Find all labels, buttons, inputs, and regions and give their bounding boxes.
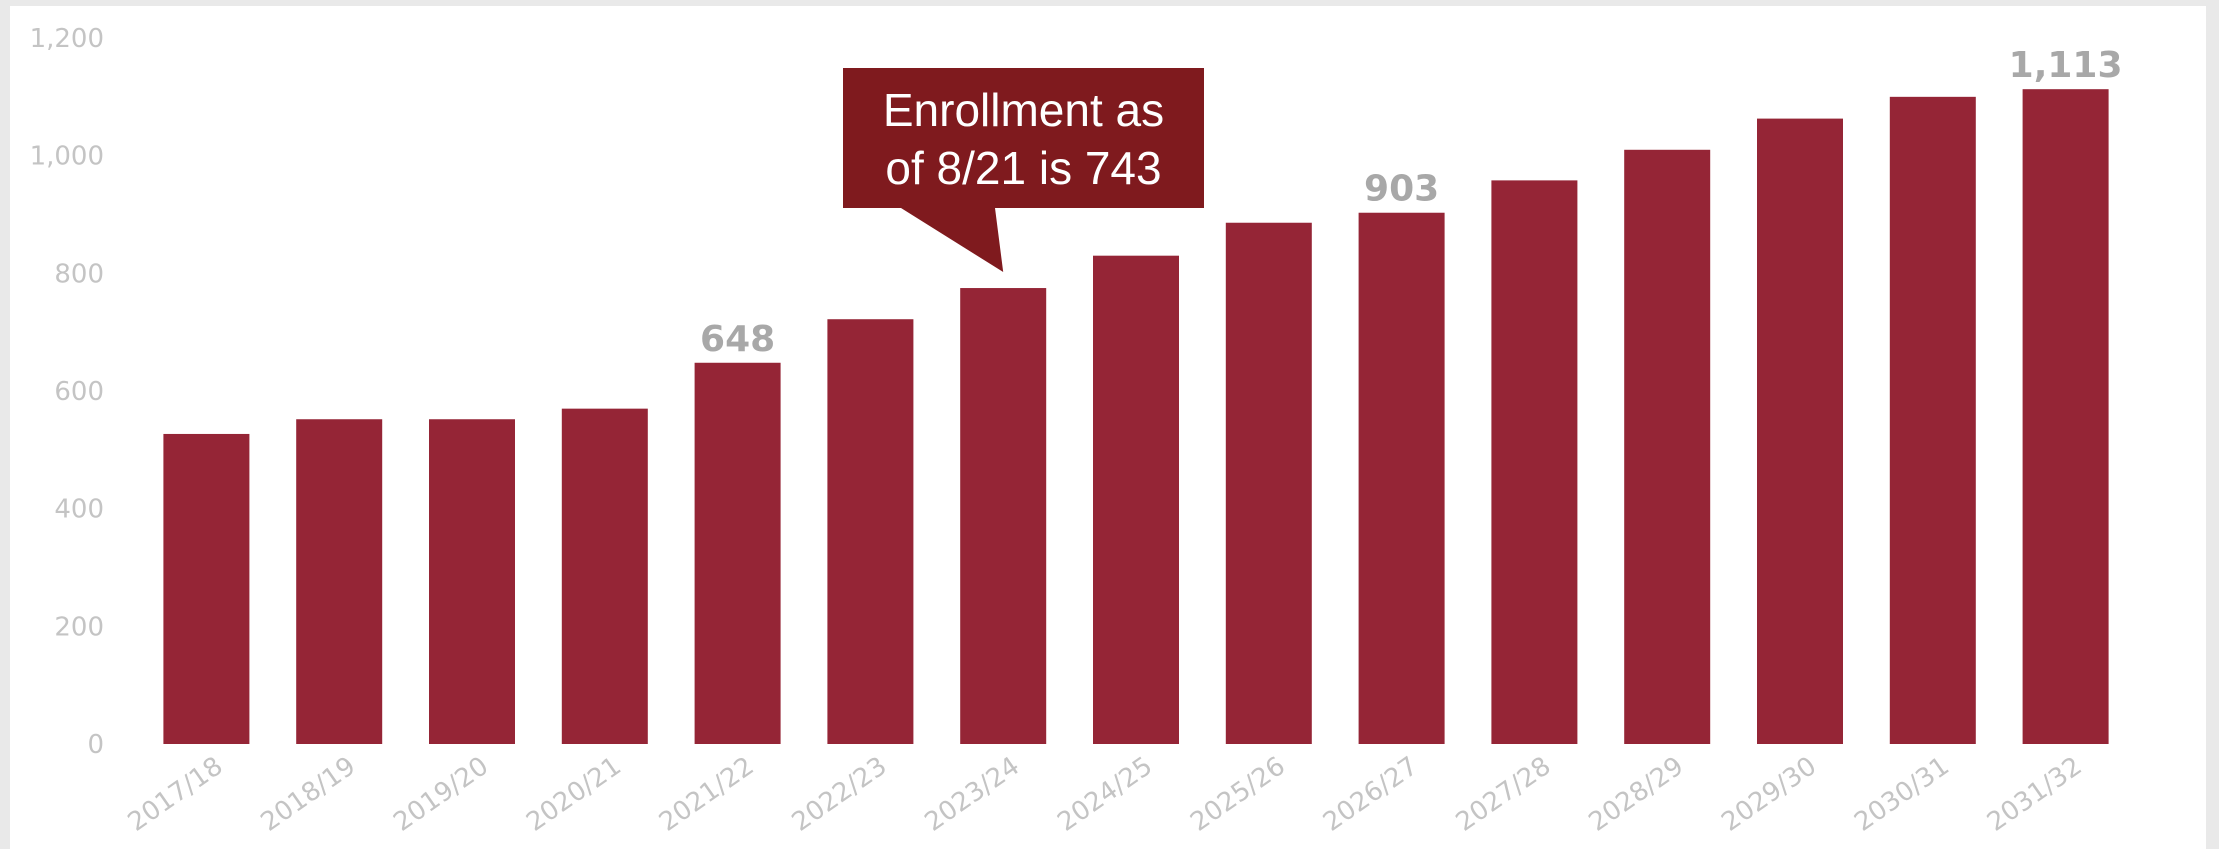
x-tick-label: 2026/27 (1318, 751, 1424, 838)
y-tick-label: 1,200 (30, 24, 104, 54)
y-tick-label: 600 (54, 377, 104, 407)
x-tick-label: 2018/19 (256, 751, 362, 838)
callout-text-line: of 8/21 is 743 (885, 142, 1161, 194)
bar-2018-19 (296, 419, 383, 744)
bar-2026-27 (1358, 212, 1445, 745)
y-tick-label: 0 (87, 730, 104, 760)
x-tick-label: 2017/18 (123, 751, 229, 838)
x-tick-label: 2024/25 (1052, 751, 1158, 838)
y-tick-label: 800 (54, 259, 104, 289)
bar-2028-29 (1624, 149, 1711, 745)
bar-2024-25 (1093, 255, 1179, 744)
bar-2019-20 (429, 419, 515, 744)
x-tick-label: 2025/26 (1185, 751, 1291, 838)
bar-2029-30 (1757, 118, 1843, 744)
bar-2023-24 (960, 288, 1047, 744)
y-tick-label: 400 (54, 495, 104, 525)
x-tick-label: 2021/22 (654, 751, 760, 838)
bar-2030-31 (1889, 96, 1976, 745)
x-tick-label: 2020/21 (521, 751, 627, 838)
x-tick-label: 2022/23 (787, 751, 893, 838)
callout-text-line: Enrollment as (883, 84, 1164, 136)
x-tick-label: 2029/30 (1716, 751, 1822, 838)
x-tick-label: 2019/20 (388, 751, 494, 838)
bar-2020-21 (561, 408, 648, 744)
data-label: 1,113 (2009, 45, 2123, 86)
bar-2031-32 (2022, 89, 2109, 744)
x-tick-label: 2023/24 (920, 751, 1026, 838)
y-tick-label: 1,000 (30, 142, 104, 172)
x-tick-label: 2030/31 (1849, 751, 1955, 838)
bar-2017-18 (163, 433, 250, 744)
bar-2022-23 (827, 319, 914, 744)
x-tick-label: 2028/29 (1584, 751, 1690, 838)
bar-2027-28 (1491, 180, 1578, 745)
x-tick-label: 2031/32 (1982, 751, 2088, 838)
x-tick-label: 2027/28 (1451, 751, 1557, 838)
bar-2021-22 (694, 362, 781, 744)
bar-2025-26 (1225, 222, 1312, 744)
callout-box (843, 68, 1204, 273)
data-label: 903 (1364, 169, 1439, 210)
data-label: 648 (700, 319, 775, 360)
y-tick-label: 200 (54, 612, 104, 642)
